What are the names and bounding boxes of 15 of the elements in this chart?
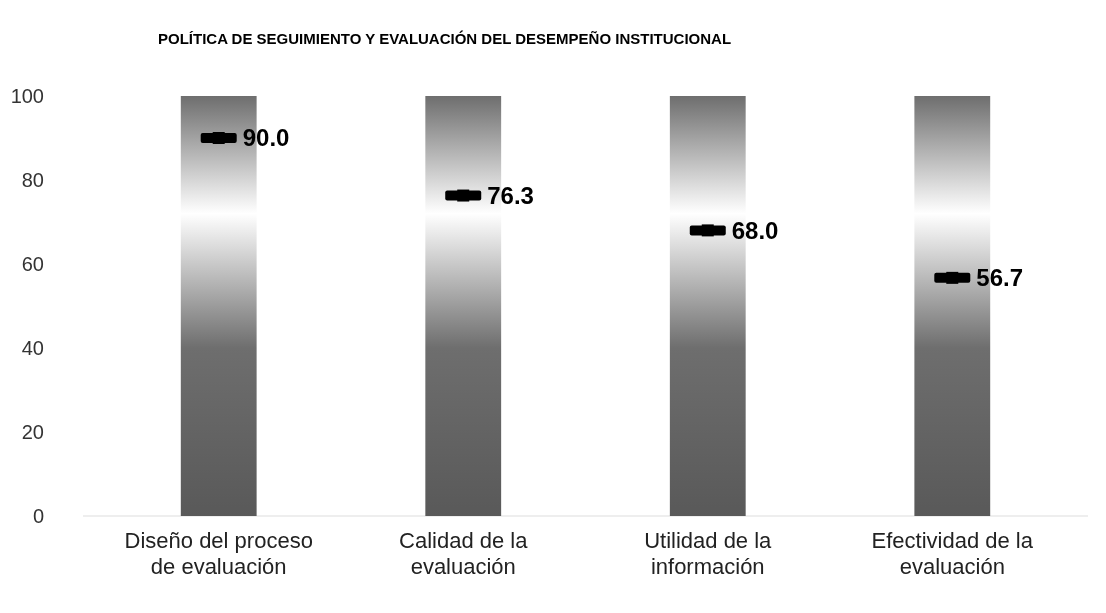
y-tick-label: 60 bbox=[21, 253, 44, 275]
x-tick-label: Efectividad de la evaluación bbox=[871, 528, 1034, 579]
x-tick-label: Diseño del proceso de evaluación bbox=[124, 528, 313, 579]
data-label: 56.7 bbox=[976, 264, 1024, 292]
data-label: 76.3 bbox=[487, 181, 534, 209]
x-tick-label: Utilidad de la información bbox=[644, 528, 773, 579]
y-tick-label: 40 bbox=[21, 337, 44, 359]
chart-title: POLÍTICA DE SEGUIMIENTO Y EVALUACIÓN DEL DESEMPEÑO INSTITUCIONAL bbox=[158, 30, 732, 47]
x-tick-label: Calidad de la evaluación bbox=[399, 528, 529, 579]
y-tick-label: 100 bbox=[10, 85, 44, 107]
y-tick-label: 20 bbox=[21, 421, 44, 443]
data-label: 90.0 bbox=[242, 124, 290, 152]
y-tick-label: 80 bbox=[21, 169, 44, 191]
data-label: 68.0 bbox=[731, 216, 779, 244]
y-tick-label: 0 bbox=[32, 505, 44, 527]
